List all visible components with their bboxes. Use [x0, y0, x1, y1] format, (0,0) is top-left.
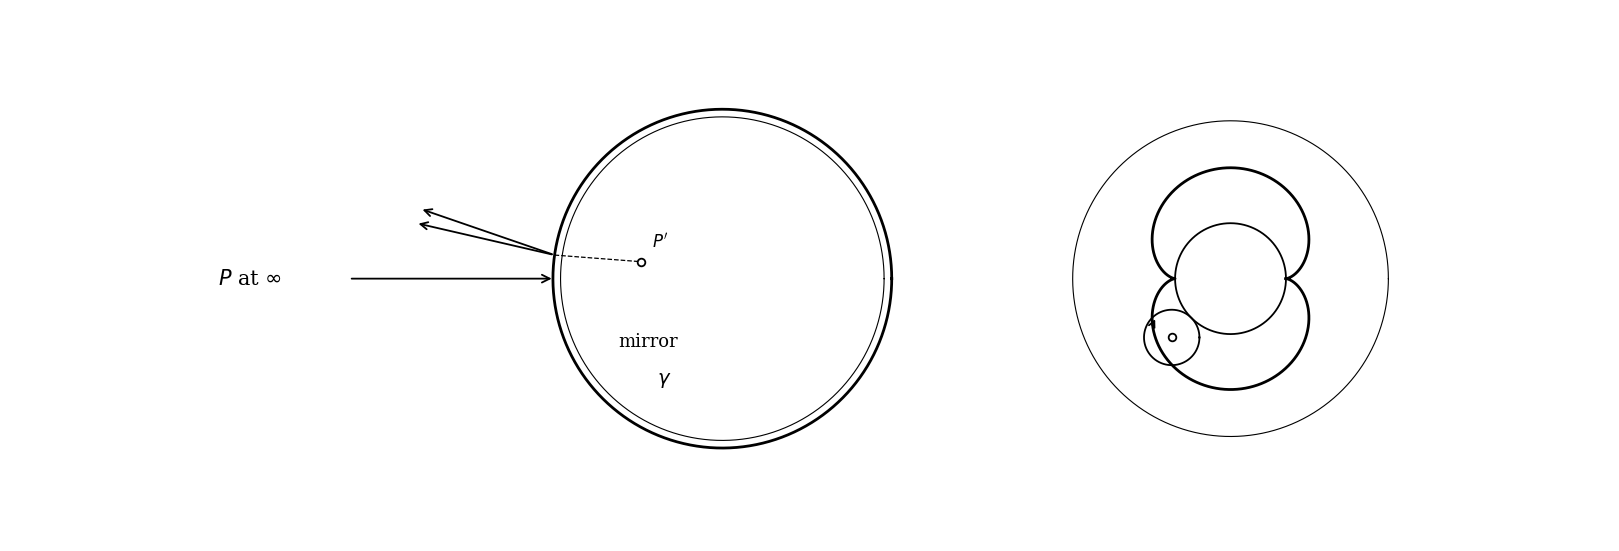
- Text: mirror: mirror: [618, 333, 678, 350]
- Text: $P'$: $P'$: [652, 233, 669, 252]
- Text: $P$ at $\infty$: $P$ at $\infty$: [219, 269, 282, 289]
- Text: $\gamma$: $\gamma$: [657, 371, 672, 390]
